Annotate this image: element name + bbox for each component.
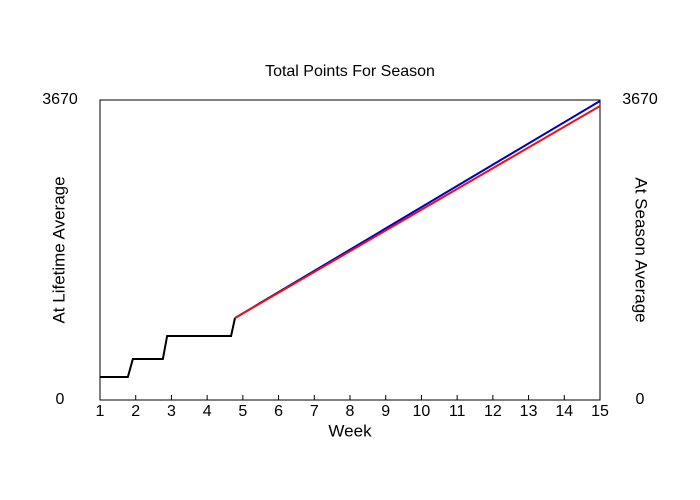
- x-tick-label: 14: [555, 403, 573, 420]
- x-tick-label: 13: [520, 403, 538, 420]
- x-tick-label: 4: [203, 403, 212, 420]
- chart-title: Total Points For Season: [265, 63, 435, 80]
- x-tick-label: 9: [381, 403, 390, 420]
- y2-axis-label: At Season Average: [632, 177, 651, 322]
- y2-tick-label: 3670: [622, 91, 658, 108]
- series-line: [234, 105, 601, 319]
- y-axis-label: At Lifetime Average: [49, 176, 68, 323]
- x-tick-label: 1: [96, 403, 105, 420]
- series-line: [100, 317, 236, 379]
- x-tick-label: 7: [310, 403, 319, 420]
- y-tick-label: 3670: [42, 91, 78, 108]
- x-tick-label: 2: [131, 403, 140, 420]
- x-tick-label: 10: [413, 403, 431, 420]
- x-tick-label: 5: [238, 403, 247, 420]
- x-tick-label: 6: [274, 403, 283, 420]
- y2-tick-label: 0: [636, 391, 645, 408]
- x-tick-label: 15: [591, 403, 609, 420]
- x-tick-label: 12: [484, 403, 502, 420]
- x-tick-label: 3: [167, 403, 176, 420]
- y-tick-label: 0: [56, 391, 65, 408]
- x-tick-label: 11: [449, 403, 466, 420]
- x-tick-label: 8: [346, 403, 355, 420]
- x-axis-label: Week: [328, 421, 372, 440]
